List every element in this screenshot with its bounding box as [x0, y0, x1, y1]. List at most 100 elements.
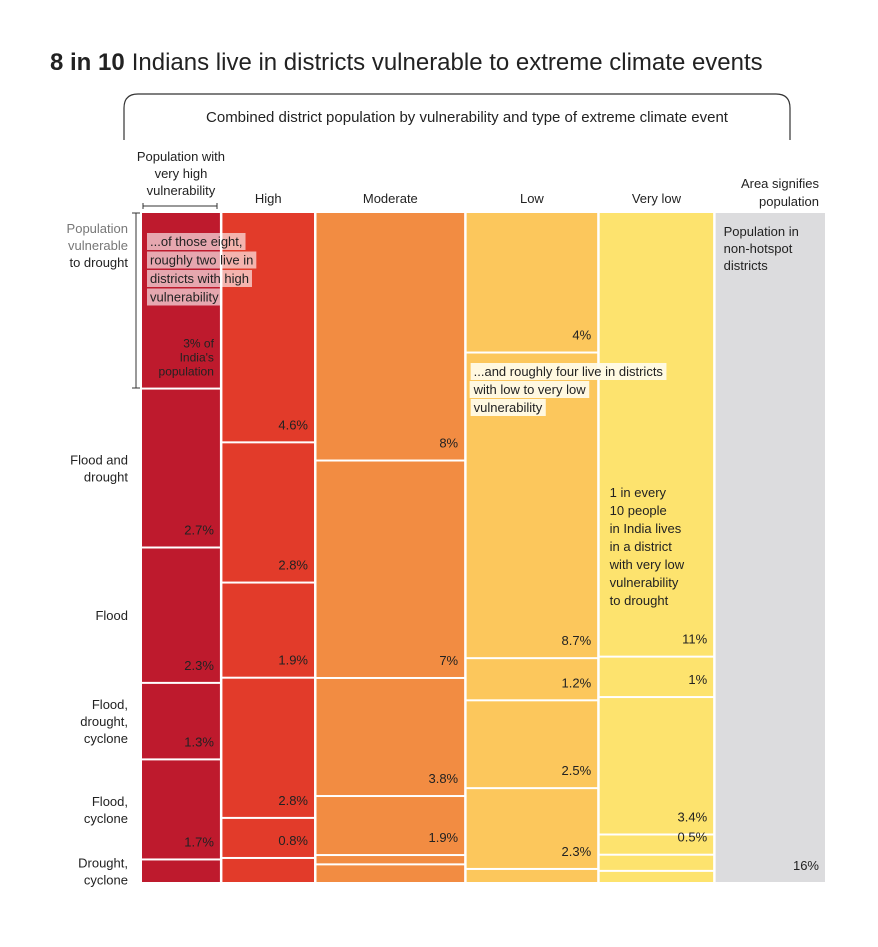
- row-label-line: Population: [67, 221, 128, 236]
- mosaic-cell: [142, 548, 220, 682]
- row-label-line: Flood and: [70, 453, 128, 468]
- row-label-line: vulnerable: [68, 238, 128, 253]
- value-label: 11%: [682, 632, 707, 647]
- value-label-line: 1.9%: [278, 653, 308, 668]
- subtitle: Combined district population by vulnerab…: [206, 109, 729, 126]
- annotation-highlight: [147, 288, 223, 306]
- row-label-line: cyclone: [84, 811, 128, 826]
- value-label-line: 1.7%: [184, 834, 214, 849]
- chart-title: 8 in 10 Indians live in districts vulnera…: [50, 49, 763, 76]
- row-label-line: cyclone: [84, 873, 128, 888]
- column-header: vulnerability: [147, 183, 216, 198]
- mosaic-cell: [599, 855, 714, 870]
- mosaic-cell: [316, 461, 465, 677]
- row-label-line: cyclone: [84, 731, 128, 746]
- column-note-line: Population in: [724, 224, 799, 239]
- mosaic-cell: [222, 213, 315, 442]
- title-rest: Indians live in districts vulnerable to …: [132, 49, 763, 76]
- value-label-line: 16%: [793, 858, 819, 873]
- value-label: 1.7%: [184, 834, 214, 849]
- column-note-line: non-hotspot: [724, 241, 793, 256]
- value-label-line: 1.3%: [184, 734, 214, 749]
- value-label-line: 2.8%: [278, 793, 308, 808]
- value-label-line: population: [159, 365, 214, 379]
- value-label-line: 0.5%: [678, 830, 708, 845]
- value-label-line: 8.7%: [562, 633, 592, 648]
- annotation-line: vulnerability: [474, 400, 543, 415]
- value-label-line: 3.4%: [678, 809, 708, 824]
- annotation-highlight: [147, 233, 246, 250]
- value-label-line: 4%: [572, 328, 591, 343]
- value-label-line: 1.9%: [428, 830, 458, 845]
- value-label-line: 4.6%: [278, 417, 308, 432]
- value-label-line: 2.5%: [562, 763, 592, 778]
- annotation-line: to drought: [610, 593, 669, 608]
- value-label-line: 2.3%: [562, 844, 592, 859]
- value-label: 16%: [793, 858, 819, 873]
- row-label-line: Flood,: [92, 697, 128, 712]
- row-label: Drought, cyclone: [78, 856, 128, 888]
- mosaic-cell: [316, 678, 465, 796]
- value-label: 7%: [439, 653, 458, 668]
- annotation-line: ...of those eight,: [150, 234, 243, 249]
- mosaic-cell: [316, 865, 465, 882]
- mosaic-cell: [222, 443, 315, 582]
- value-label: 2.5%: [562, 763, 592, 778]
- annotation-line: vulnerability: [610, 575, 679, 590]
- area-note-line: population: [759, 194, 819, 209]
- column-note-line: districts: [724, 258, 769, 273]
- value-label-line: India's: [180, 351, 214, 365]
- annotation-line: with low to very low: [473, 382, 587, 397]
- value-label: 2.3%: [184, 658, 214, 673]
- row-label-line: Drought,: [78, 856, 128, 871]
- value-label: 1.9%: [278, 653, 308, 668]
- subtitle-bracket: [123, 93, 791, 140]
- mosaic-cell: [599, 835, 714, 854]
- value-label-line: 3% of: [183, 337, 214, 351]
- mosaic-cell: [466, 213, 598, 352]
- value-label: 1%: [688, 672, 707, 687]
- value-label: 0.8%: [278, 833, 308, 848]
- value-label-line: 2.8%: [278, 558, 308, 573]
- value-label: 0.5%: [678, 830, 708, 845]
- mosaic-cell: [466, 659, 598, 700]
- row-label: Flood, drought, cyclone: [80, 697, 128, 746]
- value-label: 2.8%: [278, 793, 308, 808]
- title-bold: 8 in 10: [50, 49, 125, 76]
- mosaic-cell: [142, 389, 220, 547]
- annotation-line: with very low: [609, 557, 685, 572]
- value-label-line: 1%: [688, 672, 707, 687]
- mosaic-cell: [222, 583, 315, 677]
- value-label: 3.8%: [428, 771, 458, 786]
- column-header: Moderate: [363, 191, 418, 206]
- annotation-line: in India lives: [610, 521, 682, 536]
- column-header: Low: [520, 191, 544, 206]
- column-note: Population in non-hotspot districts: [724, 224, 799, 273]
- mosaic-cell: [599, 657, 714, 697]
- annotation-line: ...and roughly four live in districts: [474, 364, 664, 379]
- value-label: 2.3%: [562, 844, 592, 859]
- column-header: Population with: [137, 149, 225, 164]
- value-label-line: 0.8%: [278, 833, 308, 848]
- annotation-line: districts with high: [150, 271, 249, 286]
- annotation-line: vulnerability: [150, 290, 219, 305]
- value-label-line: 3.8%: [428, 771, 458, 786]
- value-label: 8%: [439, 436, 458, 451]
- area-note: Area signifies population: [741, 176, 820, 209]
- annotation: ...and roughly four live in districts wit…: [469, 363, 667, 416]
- mosaic-cell: [142, 860, 220, 882]
- mosaic-cell: [715, 213, 825, 882]
- value-label: 1.2%: [562, 675, 592, 690]
- row-label: Flood and drought: [70, 453, 128, 485]
- column-header: High: [255, 191, 282, 206]
- annotation-highlight: [470, 363, 667, 380]
- annotation-highlight: [470, 399, 546, 416]
- value-label-line: 2.7%: [184, 523, 214, 538]
- mosaic-cell: [142, 683, 220, 759]
- annotation-line: 1 in every: [610, 485, 667, 500]
- value-label-line: 7%: [439, 653, 458, 668]
- row-label-line: drought: [84, 470, 128, 485]
- value-label-line: 2.3%: [184, 658, 214, 673]
- value-label-line: 1.2%: [562, 675, 592, 690]
